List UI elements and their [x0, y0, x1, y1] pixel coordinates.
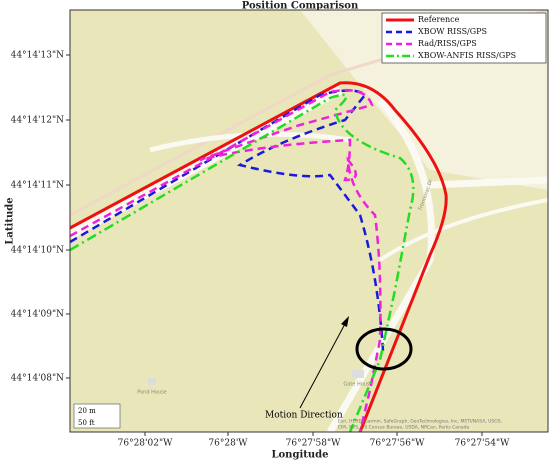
attribution: EPA, NPS, US Census Bureau, USDA, NRCan,… [338, 425, 469, 431]
rad-track [70, 88, 382, 432]
scale-label: 50 ft [78, 419, 95, 427]
anfis-track [70, 93, 415, 432]
axes: 76°28'02"W 76°28'W 76°27'58"W 76°27'56"W 76°… [11, 51, 510, 449]
y-tick-label: 44°14'13"N [11, 51, 64, 61]
legend-label: Rad/RISS/GPS [418, 39, 477, 48]
title: Position Comparison [242, 1, 359, 12]
map-label: Pond House [137, 390, 167, 396]
legend-label: XBOW-ANFIS RISS/GPS [418, 51, 516, 60]
road [378, 198, 548, 262]
y-tick-label: 44°14'12"N [11, 116, 64, 126]
scale-label: 20 m [78, 407, 96, 415]
building [352, 370, 364, 378]
annotation: Motion Direction [265, 411, 343, 421]
arrow-head [341, 316, 349, 327]
building [148, 378, 156, 385]
attribution: Esri, HERE, Garmin, SafeGraph, GeoTechno… [338, 419, 502, 425]
x-tick-label: 76°27'56"W [370, 439, 425, 449]
legend-label: Reference [418, 15, 460, 24]
arrow [299, 321, 347, 409]
plot-frame [69, 9, 549, 433]
legend-label: XBOW RISS/GPS [418, 27, 487, 36]
y-tick-label: 44°14'11"N [11, 181, 64, 191]
legend: Reference XBOW RISS/GPS Rad/RISS/GPS XBO… [381, 12, 547, 64]
map-area: Frontenac Dr Pond House Gate House Motio… [70, 10, 548, 432]
x-tick-label: 76°28'W [208, 439, 248, 449]
y-tick-label: 44°14'09"N [11, 310, 64, 320]
reference-track [70, 81, 448, 432]
y-tick-label: 44°14'10"N [11, 246, 64, 256]
highlight-circle [355, 327, 413, 371]
x-tick-label: 76°28'02"W [118, 439, 173, 449]
x-tick-label: 76°27'54"W [455, 439, 510, 449]
map-label: Gate House [343, 382, 372, 388]
y-tick-label: 44°14'08"N [11, 374, 64, 384]
y-axis-label: Latitude [5, 197, 16, 244]
road [429, 176, 548, 189]
xbow-track [70, 89, 385, 353]
scale-bar [73, 403, 121, 429]
x-tick-label: 76°27'58"W [286, 439, 341, 449]
x-axis-label: Longitude [271, 450, 328, 461]
